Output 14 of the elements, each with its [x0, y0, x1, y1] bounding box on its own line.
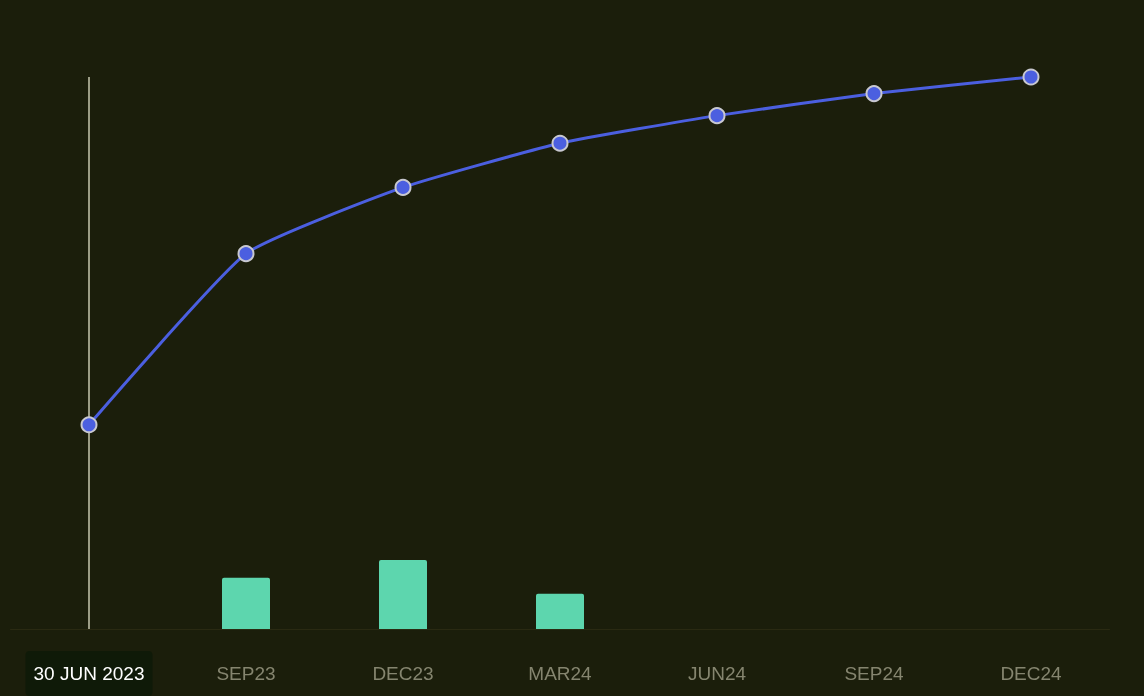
point	[237, 245, 255, 263]
point	[1022, 68, 1040, 86]
point	[80, 416, 98, 434]
x-tick-label: JUN24	[687, 663, 747, 684]
x-tick-label: DEC24	[1000, 663, 1063, 684]
x-tick-label: 30 JUN 2023	[33, 663, 145, 684]
x-tick-label: SEP23	[216, 663, 276, 684]
x-tick-label: SEP24	[844, 663, 905, 684]
x-tick-label: MAR24	[528, 663, 593, 684]
point	[865, 85, 883, 103]
point	[394, 178, 412, 196]
point	[551, 134, 569, 152]
x-tick-label: DEC23	[372, 663, 434, 684]
point	[708, 107, 726, 125]
